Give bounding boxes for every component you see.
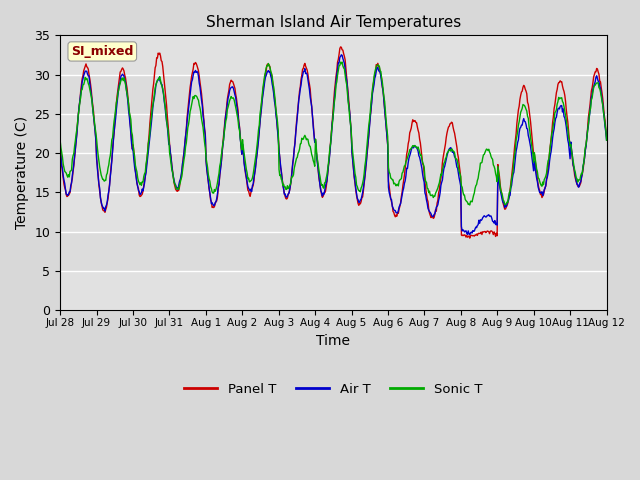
Sonic T xyxy=(339,59,346,65)
Bar xyxy=(60,153,607,192)
Bar xyxy=(60,36,607,74)
Y-axis label: Temperature (C): Temperature (C) xyxy=(15,116,29,229)
Panel T xyxy=(603,133,611,139)
Bar xyxy=(60,74,607,114)
Panel T xyxy=(417,140,424,146)
Bar xyxy=(60,271,607,311)
Panel T xyxy=(401,172,408,178)
Text: SI_mixed: SI_mixed xyxy=(71,45,134,58)
Bar xyxy=(60,192,607,232)
Air T xyxy=(178,168,186,174)
X-axis label: Time: Time xyxy=(316,334,350,348)
Sonic T xyxy=(417,152,424,158)
Air T xyxy=(603,137,611,143)
Panel T xyxy=(56,145,64,151)
Line: Sonic T: Sonic T xyxy=(60,62,607,205)
Panel T xyxy=(66,190,74,195)
Air T xyxy=(401,180,408,186)
Sonic T xyxy=(466,202,474,208)
Sonic T xyxy=(56,138,64,144)
Air T xyxy=(337,52,345,58)
Sonic T xyxy=(178,174,186,180)
Sonic T xyxy=(122,87,130,93)
Air T xyxy=(207,195,214,201)
Sonic T xyxy=(207,184,214,190)
Air T xyxy=(56,146,64,152)
Bar xyxy=(60,232,607,271)
Sonic T xyxy=(66,168,74,174)
Line: Air T: Air T xyxy=(60,55,607,235)
Panel T xyxy=(337,44,344,50)
Air T xyxy=(122,85,130,91)
Panel T xyxy=(466,235,474,241)
Sonic T xyxy=(603,137,611,143)
Legend: Panel T, Air T, Sonic T: Panel T, Air T, Sonic T xyxy=(179,377,488,401)
Title: Sherman Island Air Temperatures: Sherman Island Air Temperatures xyxy=(205,15,461,30)
Bar xyxy=(60,114,607,153)
Panel T xyxy=(207,197,214,203)
Air T xyxy=(466,232,474,238)
Air T xyxy=(66,189,74,194)
Sonic T xyxy=(401,163,408,169)
Panel T xyxy=(122,81,130,86)
Panel T xyxy=(178,170,186,176)
Line: Panel T: Panel T xyxy=(60,47,607,238)
Air T xyxy=(417,158,424,164)
